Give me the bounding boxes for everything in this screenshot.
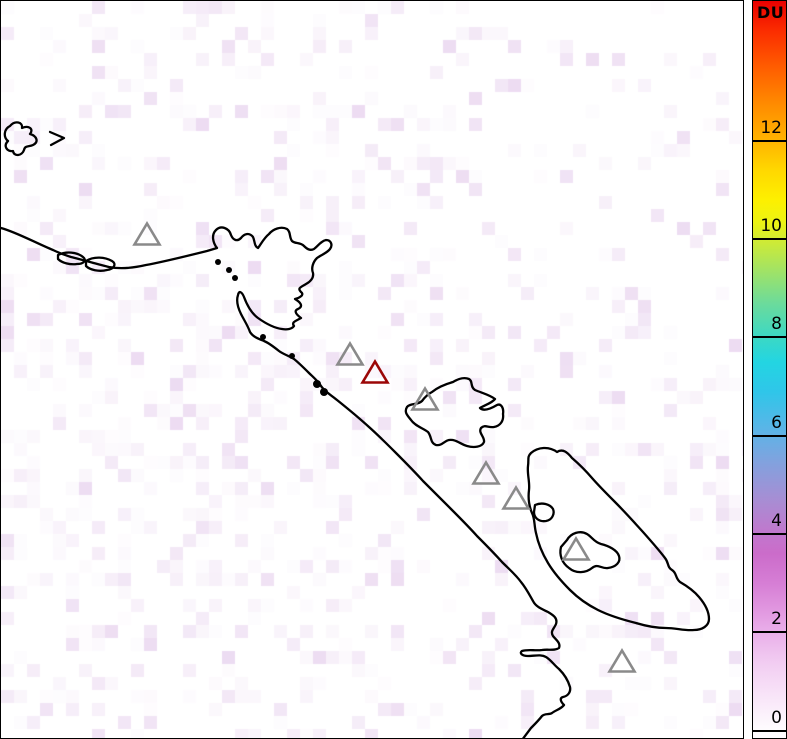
coastline-chevron-islet	[48, 130, 66, 147]
colorbar-tick-label: 8	[771, 314, 782, 335]
colorbar-tick-label: 4	[771, 510, 782, 531]
islet-dot	[260, 334, 266, 340]
map-area	[0, 0, 744, 739]
islet-dot	[289, 353, 295, 359]
colorbar-tick	[753, 532, 786, 535]
volcano-marker-inactive	[132, 220, 162, 246]
volcano-marker-active	[360, 358, 390, 384]
colorbar-tick-label: 6	[771, 412, 782, 433]
colorbar-tick	[753, 336, 786, 339]
coastline-island-mid	[404, 377, 505, 449]
colorbar-tick	[753, 631, 786, 634]
coastline-layer	[1, 121, 711, 738]
colorbar-tick	[753, 238, 786, 240]
colorbar-tick	[753, 139, 786, 142]
colorbar-tick-label: 2	[771, 609, 782, 630]
coastline-coastal-islet-a	[56, 251, 86, 266]
colorbar-tick	[753, 729, 786, 732]
islet-dot	[320, 388, 328, 396]
volcano-marker-inactive	[561, 535, 591, 561]
islet-dot	[226, 267, 232, 273]
coastline-islet-northwest	[3, 121, 38, 157]
colorbar-tick	[753, 434, 786, 437]
volcano-marker-inactive	[410, 385, 440, 411]
islet-dot	[215, 259, 221, 265]
colorbar-tick-label: 0	[771, 707, 782, 728]
volcano-marker-inactive	[501, 484, 531, 510]
islet-dot	[232, 275, 238, 281]
volcano-marker-inactive	[607, 647, 637, 673]
volcano-marker-inactive	[471, 459, 501, 485]
colorbar-unit-label: DU	[757, 3, 785, 22]
coastline-coastal-islet-b	[84, 256, 116, 272]
islet-dot	[313, 380, 321, 388]
trace-gas-pixel-layer	[1, 1, 743, 738]
coastline-island-southeast	[526, 446, 711, 632]
colorbar-tick-label: 12	[760, 117, 782, 138]
coastline-island-southeast-crater	[559, 531, 621, 574]
colorbar: DU 12 10 8 6 4 2 0	[752, 0, 787, 739]
coastline-island-southeast-cove	[532, 502, 555, 523]
colorbar-tick-label: 10	[760, 216, 782, 236]
volcano-marker-inactive	[335, 340, 365, 366]
coastline-new-britain-coast-gazelle-peninsula	[1, 226, 572, 738]
